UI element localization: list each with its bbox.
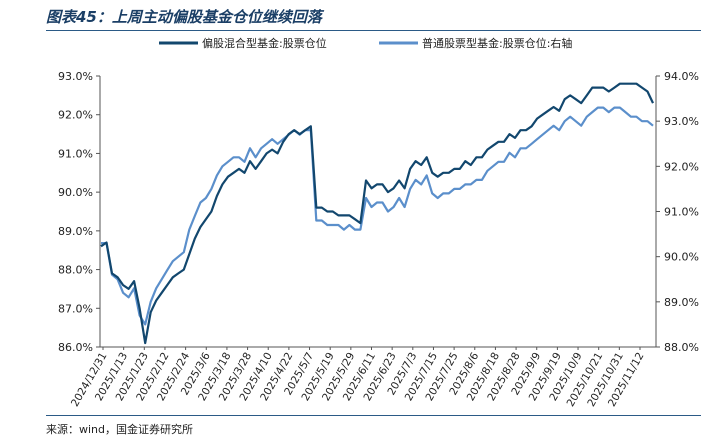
title-divider [46, 30, 701, 31]
legend: 偏股混合型基金:股票仓位 普通股票型基金:股票仓位:右轴 [159, 36, 572, 50]
series-line-right [101, 106, 654, 326]
y-right-tick-label: 91.0% [664, 206, 699, 219]
y-left-tick-label: 92.0% [58, 109, 93, 122]
axes: 86.0% 87.0% 88.0% 89.0% 90.0% 91.0% 92.0% 93.0%… [58, 70, 699, 409]
source-note: 来源：wind，国金证券研究所 [46, 423, 194, 436]
y-left-tick-label: 91.0% [58, 147, 93, 160]
line-chart: 偏股混合型基金:股票仓位 普通股票型基金:股票仓位:右轴 86.0%87.0%8… [58, 36, 699, 409]
y-left-tick-label: 86.0% [58, 341, 93, 354]
y-left-tick-label: 90.0% [58, 186, 93, 199]
y-right-tick-label: 90.0% [664, 251, 699, 264]
source-divider [46, 415, 701, 416]
legend-label-left-series: 偏股混合型基金:股票仓位 [202, 36, 327, 50]
y-right-tick-label: 94.0% [664, 70, 699, 83]
legend-label-right-series: 普通股票型基金:股票仓位:右轴 [422, 36, 572, 50]
y-left-tick-label: 88.0% [58, 264, 93, 277]
y-left-tick-label: 89.0% [58, 225, 93, 238]
y-right-tick-label: 92.0% [664, 160, 699, 173]
y-right-tick-label: 88.0% [664, 341, 699, 354]
y-right-tick-label: 89.0% [664, 296, 699, 309]
series-lines [100, 82, 654, 345]
y-left-tick-label: 87.0% [58, 302, 93, 315]
page-title: 图表45：上周主动偏股基金仓位继续回落 [46, 8, 322, 26]
series-line-left [100, 82, 654, 345]
y-left-tick-label: 93.0% [58, 70, 93, 83]
y-right-tick-label: 93.0% [664, 115, 699, 128]
